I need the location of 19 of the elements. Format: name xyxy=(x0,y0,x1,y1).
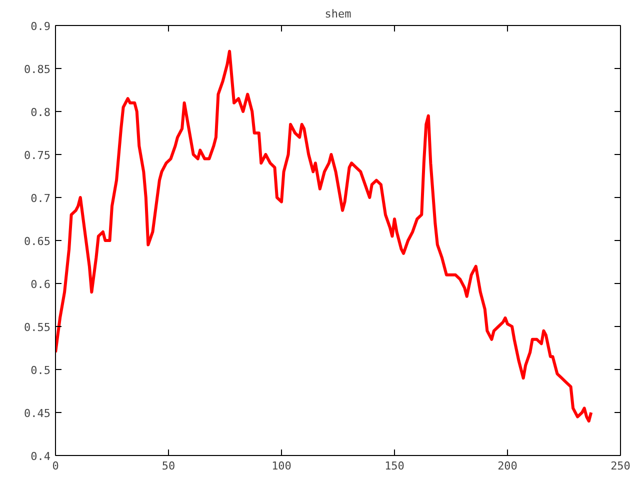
line-series xyxy=(56,50,593,423)
x-tick-label: 100 xyxy=(272,460,292,472)
x-tick-label: 200 xyxy=(498,460,518,472)
chart-title: shem xyxy=(324,8,352,20)
y-tick-label: 0.45 xyxy=(24,407,51,420)
y-tick-label: 0.55 xyxy=(24,321,51,334)
y-tick-label: 0.4 xyxy=(30,450,51,463)
y-tick-label: 0.6 xyxy=(30,278,51,291)
y-tick-label: 0.5 xyxy=(30,364,51,377)
x-tick-label: 50 xyxy=(162,460,176,472)
y-tick-label: 0.7 xyxy=(30,192,51,205)
y-tick-label: 0.9 xyxy=(30,20,51,33)
y-tick-label: 0.75 xyxy=(24,149,51,162)
x-tick-label: 150 xyxy=(384,460,404,472)
x-tick-label: 250 xyxy=(610,460,630,472)
y-tick-label: 0.85 xyxy=(24,63,51,76)
y-tick-label: 0.65 xyxy=(24,235,51,248)
y-tick-label: 0.8 xyxy=(30,106,51,119)
x-tick-label: 0 xyxy=(52,460,59,472)
